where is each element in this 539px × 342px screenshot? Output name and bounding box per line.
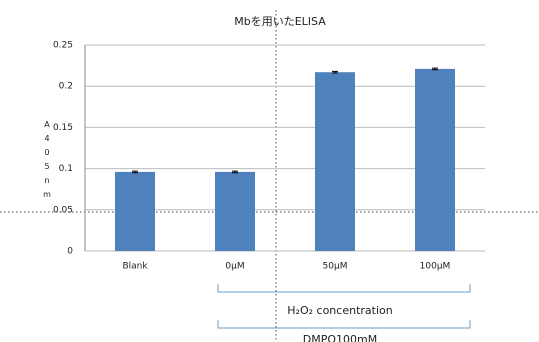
bracket: [217, 284, 471, 293]
x-tick-label: 50μM: [323, 262, 348, 272]
y-tick-label: 0: [67, 247, 73, 257]
y-tick-label: 0.25: [53, 41, 73, 51]
bar: [215, 171, 255, 251]
annotation: H₂O₂ concentration: [287, 304, 392, 317]
annotation: DMPO100mM: [303, 333, 377, 342]
x-tick-label: 100μM: [420, 262, 451, 272]
y-tick-label: 0.15: [53, 123, 73, 133]
x-tick-label: 0μM: [225, 262, 244, 272]
bar: [315, 72, 355, 251]
error-bar: [332, 70, 338, 74]
chart-title: Mbを用いたELISA: [234, 15, 326, 28]
y-axis-label: A405nm: [42, 120, 51, 204]
bracket: [217, 320, 471, 329]
x-tick-label: Blank: [122, 262, 148, 272]
y-tick-label: 0.05: [53, 205, 73, 215]
bar: [115, 171, 155, 251]
error-bar: [432, 67, 438, 71]
y-tick-label: 0.2: [59, 82, 73, 92]
bar: [415, 68, 455, 251]
error-bar: [132, 170, 138, 174]
error-bar: [232, 170, 238, 174]
y-tick-label: 0.1: [59, 164, 73, 174]
